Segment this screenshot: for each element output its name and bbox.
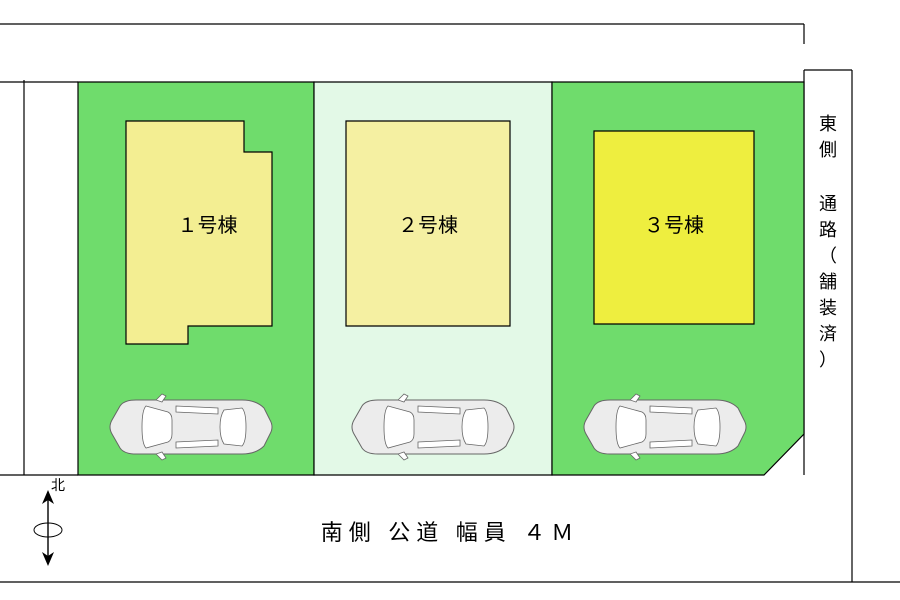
east-road-label-char: 通: [819, 194, 837, 214]
compass-icon: 北: [34, 478, 65, 566]
lot-2-car-icon: [352, 394, 514, 460]
east-road-label-char: 舗: [819, 272, 837, 292]
east-road-label-char: 装: [819, 298, 837, 318]
lot-2: ２号棟: [314, 82, 552, 475]
lot-2-label: ２号棟: [398, 214, 458, 237]
east-road-label-char: 東: [819, 114, 837, 134]
east-road-label-char: （: [819, 246, 837, 266]
lot-1: １号棟: [78, 82, 314, 475]
south-road-label: 南側 公道 幅員 ４Ｍ: [321, 520, 580, 545]
east-road-label-char: 側: [819, 140, 837, 160]
lot-1-label: １号棟: [178, 214, 238, 237]
east-road-label-char: ）: [819, 350, 837, 370]
lot-3-car-icon: [584, 394, 746, 460]
lot-3: ３号棟: [552, 82, 804, 475]
lot-1-car-icon: [110, 394, 272, 460]
east-road-label-char: 路: [819, 220, 837, 240]
lot-3-label: ３号棟: [644, 214, 704, 237]
east-road-label-char: 済: [819, 324, 837, 344]
site-plan-diagram: １号棟２号棟３号棟南側 公道 幅員 ４Ｍ東側通路（舗装済）東側 通路（舗装済）北: [0, 0, 900, 600]
compass-label: 北: [51, 478, 65, 494]
